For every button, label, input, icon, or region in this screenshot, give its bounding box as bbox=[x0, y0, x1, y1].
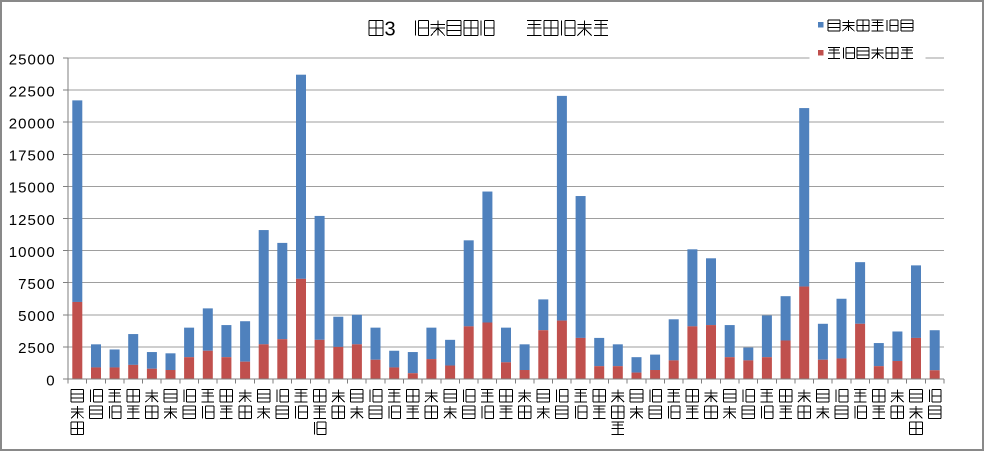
svg-text:7500: 7500 bbox=[18, 276, 56, 293]
svg-text:0: 0 bbox=[46, 372, 55, 389]
svg-text:17500: 17500 bbox=[9, 148, 56, 165]
svg-text:10000: 10000 bbox=[9, 244, 56, 261]
svg-text:22500: 22500 bbox=[9, 83, 56, 100]
svg-text:25000: 25000 bbox=[9, 51, 56, 68]
svg-text:3: 3 bbox=[385, 19, 396, 41]
svg-text:5000: 5000 bbox=[18, 308, 56, 325]
svg-text:2500: 2500 bbox=[18, 340, 56, 357]
svg-text:12500: 12500 bbox=[9, 212, 56, 229]
svg-text:20000: 20000 bbox=[9, 116, 56, 133]
svg-text:15000: 15000 bbox=[9, 180, 56, 197]
